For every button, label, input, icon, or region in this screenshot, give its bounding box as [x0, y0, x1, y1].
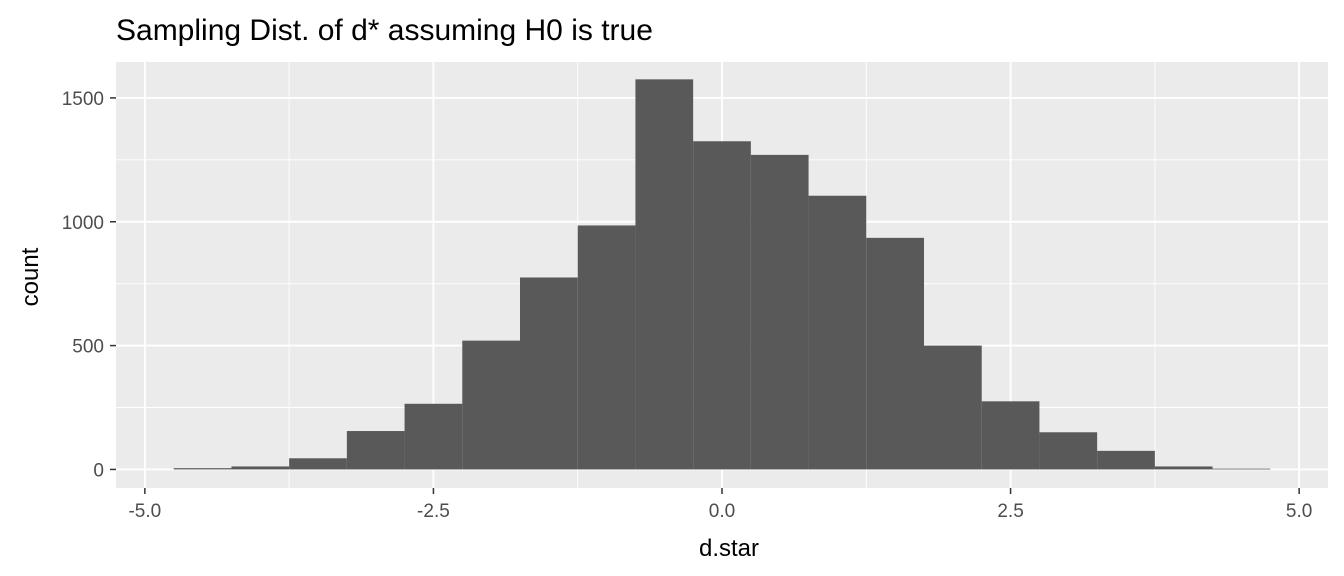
histogram-bar [981, 401, 1040, 470]
histogram-bar [520, 277, 578, 470]
histogram-bar [1039, 432, 1098, 470]
y-tick-label: 1500 [62, 89, 104, 110]
y-tick-label: 1000 [62, 213, 104, 234]
histogram-bar [693, 141, 751, 470]
histogram-bar [462, 340, 520, 470]
x-tick-label: 5.0 [1286, 501, 1312, 522]
histogram-bar [750, 154, 809, 470]
histogram-bar [924, 345, 982, 470]
histogram-bar [404, 403, 463, 470]
histogram-bar [173, 468, 232, 470]
histogram-bar [635, 79, 694, 470]
histogram-bar [1097, 450, 1155, 470]
y-tick-label: 500 [72, 337, 104, 358]
y-axis-title: count [17, 247, 44, 306]
histogram-bar [346, 431, 405, 470]
histogram-bars [173, 79, 1271, 470]
histogram-bar [1212, 468, 1271, 470]
histogram-bar [1154, 466, 1213, 470]
x-tick-label: 0.0 [709, 501, 735, 522]
histogram-bar [866, 237, 924, 470]
x-axis: -5.0 -2.5 0.0 2.5 5.0 [128, 488, 1312, 522]
x-tick-label: 2.5 [997, 501, 1023, 522]
x-tick-label: -2.5 [417, 501, 450, 522]
x-tick-label: -5.0 [128, 501, 161, 522]
histogram-bar [289, 458, 347, 470]
histogram-bar [808, 195, 867, 470]
histogram-bar [231, 466, 290, 470]
histogram-bar [577, 225, 636, 470]
x-axis-title: d.star [699, 535, 759, 562]
y-tick-label: 0 [93, 460, 104, 481]
y-axis: 0 500 1000 1500 [62, 89, 116, 481]
chart-title: Sampling Dist. of d* assuming H0 is true [116, 14, 653, 47]
